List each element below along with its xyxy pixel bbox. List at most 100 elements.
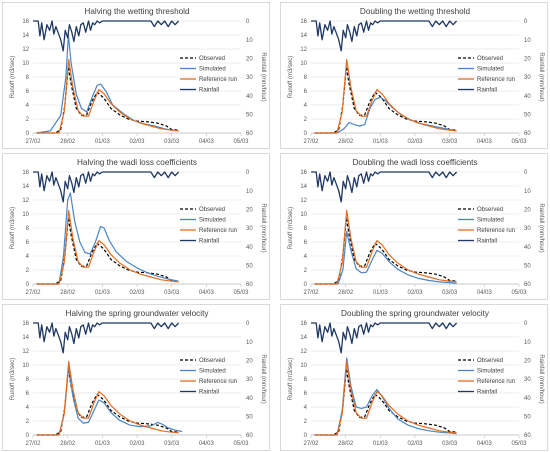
y2-tick-label: 0 xyxy=(246,321,250,327)
y2-tick-label: 40 xyxy=(246,94,253,100)
y2-tick-label: 30 xyxy=(524,377,531,383)
x-tick-label: 03/03 xyxy=(442,139,458,145)
y2-tick-label: 20 xyxy=(246,57,253,63)
chart-title: Doubling the spring groundwater velocity xyxy=(341,309,490,318)
legend-label-rainfall: Rainfall xyxy=(477,239,497,245)
y2-tick-label: 10 xyxy=(246,38,253,44)
series-line-rainfall xyxy=(33,20,180,52)
x-tick-label: 02/03 xyxy=(129,441,145,447)
x-tick-label: 01/03 xyxy=(373,290,389,296)
legend-label-simulated: Simulated xyxy=(477,218,504,224)
y-tick-label: 10 xyxy=(22,363,29,369)
chart-panel-halving-wetting-threshold: Halving the wetting threshold 0 2 4 6 8 10 12 14… xyxy=(2,2,270,149)
chart-title: Halving the wetting threshold xyxy=(84,7,190,16)
x-tick-label: 03/03 xyxy=(164,441,180,447)
chart-title: Halving the wadi loss coefficients xyxy=(77,158,197,167)
series-line-simulated xyxy=(36,365,183,436)
legend-label-simulated: Simulated xyxy=(477,67,504,73)
y2-tick-label: 10 xyxy=(524,189,531,195)
x-tick-label: 01/03 xyxy=(95,139,111,145)
x-tick-label: 03/03 xyxy=(442,290,458,296)
y-tick-label: 4 xyxy=(304,254,308,260)
y-axis-label: Runoff (m3/sec) xyxy=(10,358,16,401)
legend-label-rainfall: Rainfall xyxy=(477,88,497,94)
y2-tick-label: 40 xyxy=(524,94,531,100)
y2-tick-label: 30 xyxy=(246,377,253,383)
y-tick-label: 14 xyxy=(22,184,29,190)
legend-label-simulated: Simulated xyxy=(199,67,226,73)
series-line-rainfall xyxy=(33,171,180,203)
y2-tick-label: 0 xyxy=(246,19,250,25)
y-tick-label: 4 xyxy=(26,103,30,109)
x-tick-label: 03/03 xyxy=(164,139,180,145)
y-tick-label: 12 xyxy=(300,349,307,355)
x-tick-label: 04/03 xyxy=(477,139,493,145)
chart-svg: Halving the wetting threshold 0 2 4 6 8 10 12 14… xyxy=(10,7,266,145)
y2-tick-label: 10 xyxy=(524,38,531,44)
y2-tick-label: 40 xyxy=(246,245,253,251)
legend-label-rainfall: Rainfall xyxy=(199,239,219,245)
legend-label-reference-run: Reference run xyxy=(199,379,237,385)
legend-label-observed: Observed xyxy=(199,56,225,62)
y-axis-label: Runoff (m3/sec) xyxy=(288,358,294,401)
y-tick-label: 8 xyxy=(304,226,308,232)
x-tick-label: 28/02 xyxy=(338,139,354,145)
y-tick-label: 8 xyxy=(304,75,308,81)
y-tick-label: 0 xyxy=(304,433,308,439)
y-tick-label: 10 xyxy=(300,363,307,369)
y-tick-label: 4 xyxy=(26,254,30,260)
x-tick-label: 02/03 xyxy=(407,441,423,447)
legend-label-simulated: Simulated xyxy=(199,218,226,224)
x-tick-label: 02/03 xyxy=(407,139,423,145)
y-tick-label: 8 xyxy=(26,226,30,232)
series-line-observed xyxy=(36,216,179,285)
x-tick-label: 05/03 xyxy=(511,139,527,145)
chart-title: Doubling the wadi loss coefficients xyxy=(352,158,477,167)
x-tick-label: 28/02 xyxy=(338,441,354,447)
y-tick-label: 2 xyxy=(26,117,30,123)
x-tick-label: 03/03 xyxy=(442,441,458,447)
x-tick-label: 04/03 xyxy=(199,290,215,296)
legend-label-rainfall: Rainfall xyxy=(199,88,219,94)
y-tick-label: 2 xyxy=(304,419,308,425)
y2-tick-label: 30 xyxy=(246,226,253,232)
legend-label-observed: Observed xyxy=(477,358,503,364)
y2-tick-label: 0 xyxy=(246,170,250,176)
y-tick-label: 16 xyxy=(300,321,307,327)
y2-tick-label: 60 xyxy=(524,433,531,439)
series-line-reference-run xyxy=(36,58,179,134)
chart-panel-doubling-wetting-threshold: Doubling the wetting threshold 0 2 4 6 8 10 12 1… xyxy=(280,2,548,149)
y2-tick-label: 50 xyxy=(246,264,253,270)
y-tick-label: 12 xyxy=(22,198,29,204)
y-tick-label: 8 xyxy=(26,377,30,383)
y2-tick-label: 60 xyxy=(246,131,253,137)
y-axis-label: Runoff (m3/sec) xyxy=(288,207,294,250)
y-tick-label: 16 xyxy=(22,170,29,176)
legend-label-observed: Observed xyxy=(199,358,225,364)
series-line-rainfall xyxy=(311,171,458,203)
y-tick-label: 0 xyxy=(26,433,30,439)
legend-label-reference-run: Reference run xyxy=(199,228,237,234)
y2-tick-label: 10 xyxy=(246,340,253,346)
y2-tick-label: 0 xyxy=(524,321,528,327)
series-line-observed xyxy=(36,367,179,436)
series-line-simulated xyxy=(314,230,457,285)
x-tick-label: 28/02 xyxy=(60,441,76,447)
x-tick-label: 27/02 xyxy=(25,139,41,145)
y-tick-label: 10 xyxy=(300,61,307,67)
y2-axis-label: Rainfall (mm/hour) xyxy=(538,52,544,101)
chart-panel-halving-wadi-loss: Halving the wadi loss coefficients 0 2 4 6 8 1… xyxy=(2,153,270,300)
y-tick-label: 4 xyxy=(304,405,308,411)
y-tick-label: 6 xyxy=(26,240,30,246)
x-tick-label: 27/02 xyxy=(303,441,319,447)
x-tick-label: 02/03 xyxy=(407,290,423,296)
y-tick-label: 4 xyxy=(26,405,30,411)
chart-title: Doubling the wetting threshold xyxy=(360,7,471,16)
legend-label-observed: Observed xyxy=(199,207,225,213)
legend-label-rainfall: Rainfall xyxy=(199,390,219,396)
chart-svg: Halving the spring groundwater velocity 0… xyxy=(10,309,266,447)
y-tick-label: 6 xyxy=(304,391,308,397)
y-tick-label: 10 xyxy=(22,61,29,67)
series-line-observed xyxy=(314,65,457,134)
